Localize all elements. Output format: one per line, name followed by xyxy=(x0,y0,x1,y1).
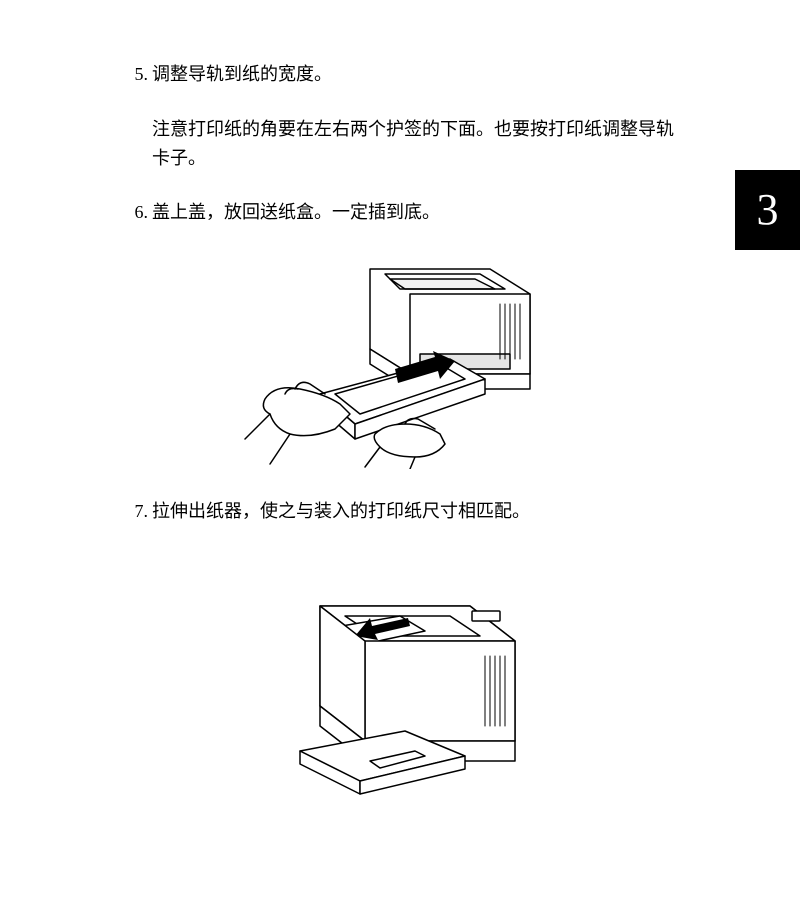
step-5-note: 注意打印纸的角要在左右两个护签的下面。也要按打印纸调整导轨卡子。 xyxy=(152,115,680,173)
step-number: 7. xyxy=(120,497,152,526)
spacer xyxy=(120,538,680,556)
step-text: 拉伸出纸器，使之与装入的打印纸尺寸相匹配。 xyxy=(152,497,680,526)
printer-insert-tray-svg xyxy=(240,239,560,469)
chapter-number: 3 xyxy=(757,185,779,234)
step-text: 盖上盖，放回送纸盒。一定插到底。 xyxy=(152,198,680,227)
step-number: 5. xyxy=(120,60,152,89)
step-6: 6. 盖上盖，放回送纸盒。一定插到底。 xyxy=(120,198,680,227)
spacer xyxy=(120,469,680,497)
content-column: 5. 调整导轨到纸的宽度。 注意打印纸的角要在左右两个护签的下面。也要按打印纸调… xyxy=(120,60,680,806)
step-number: 6. xyxy=(120,198,152,227)
step-text: 调整导轨到纸的宽度。 xyxy=(152,60,680,89)
step-5: 5. 调整导轨到纸的宽度。 xyxy=(120,60,680,89)
step-7: 7. 拉伸出纸器，使之与装入的打印纸尺寸相匹配。 xyxy=(120,497,680,526)
illustration-insert-tray xyxy=(120,239,680,469)
page: 3 5. 调整导轨到纸的宽度。 注意打印纸的角要在左右两个护签的下面。也要按打印… xyxy=(0,0,800,908)
printer-extend-output-svg xyxy=(250,556,550,806)
illustration-extend-output xyxy=(120,556,680,806)
chapter-tab: 3 xyxy=(735,170,800,250)
